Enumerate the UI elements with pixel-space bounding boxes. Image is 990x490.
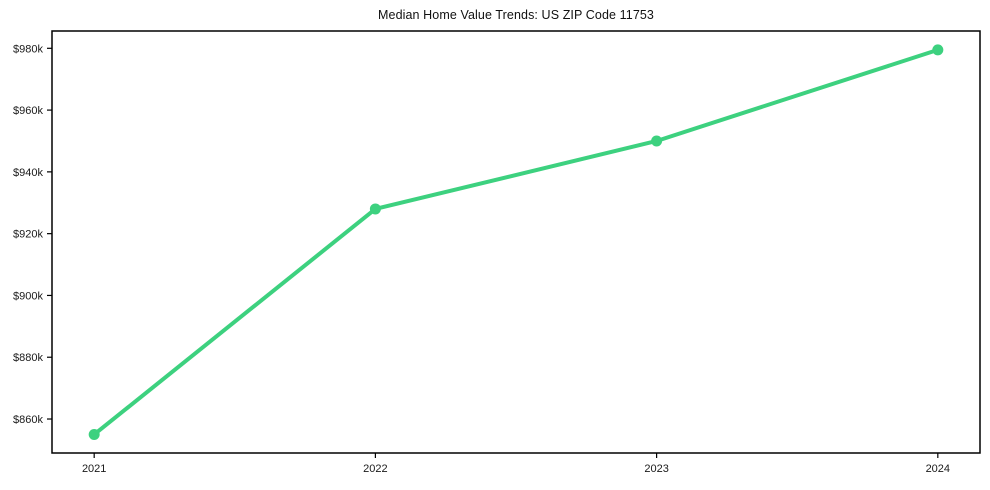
y-tick-label: $860k <box>13 414 43 426</box>
y-tick-label: $940k <box>13 167 43 179</box>
x-tick-label: 2021 <box>82 463 106 475</box>
data-line <box>92 47 940 437</box>
chart-title: Median Home Value Trends: US ZIP Code 11… <box>378 8 654 22</box>
y-tick-label: $920k <box>13 229 43 241</box>
data-point-marker <box>88 428 100 440</box>
data-point-marker <box>369 203 381 215</box>
data-point-marker <box>932 44 944 56</box>
y-tick-label: $980k <box>13 43 43 55</box>
y-tick-label: $960k <box>13 105 43 117</box>
y-tick-label: $880k <box>13 352 43 364</box>
x-tick-label: 2022 <box>363 463 387 475</box>
x-tick-label: 2024 <box>926 463 950 475</box>
y-tick-label: $900k <box>13 290 43 302</box>
plot-frame <box>51 30 981 454</box>
x-tick-label: 2023 <box>644 463 668 475</box>
data-point-marker <box>651 135 663 147</box>
